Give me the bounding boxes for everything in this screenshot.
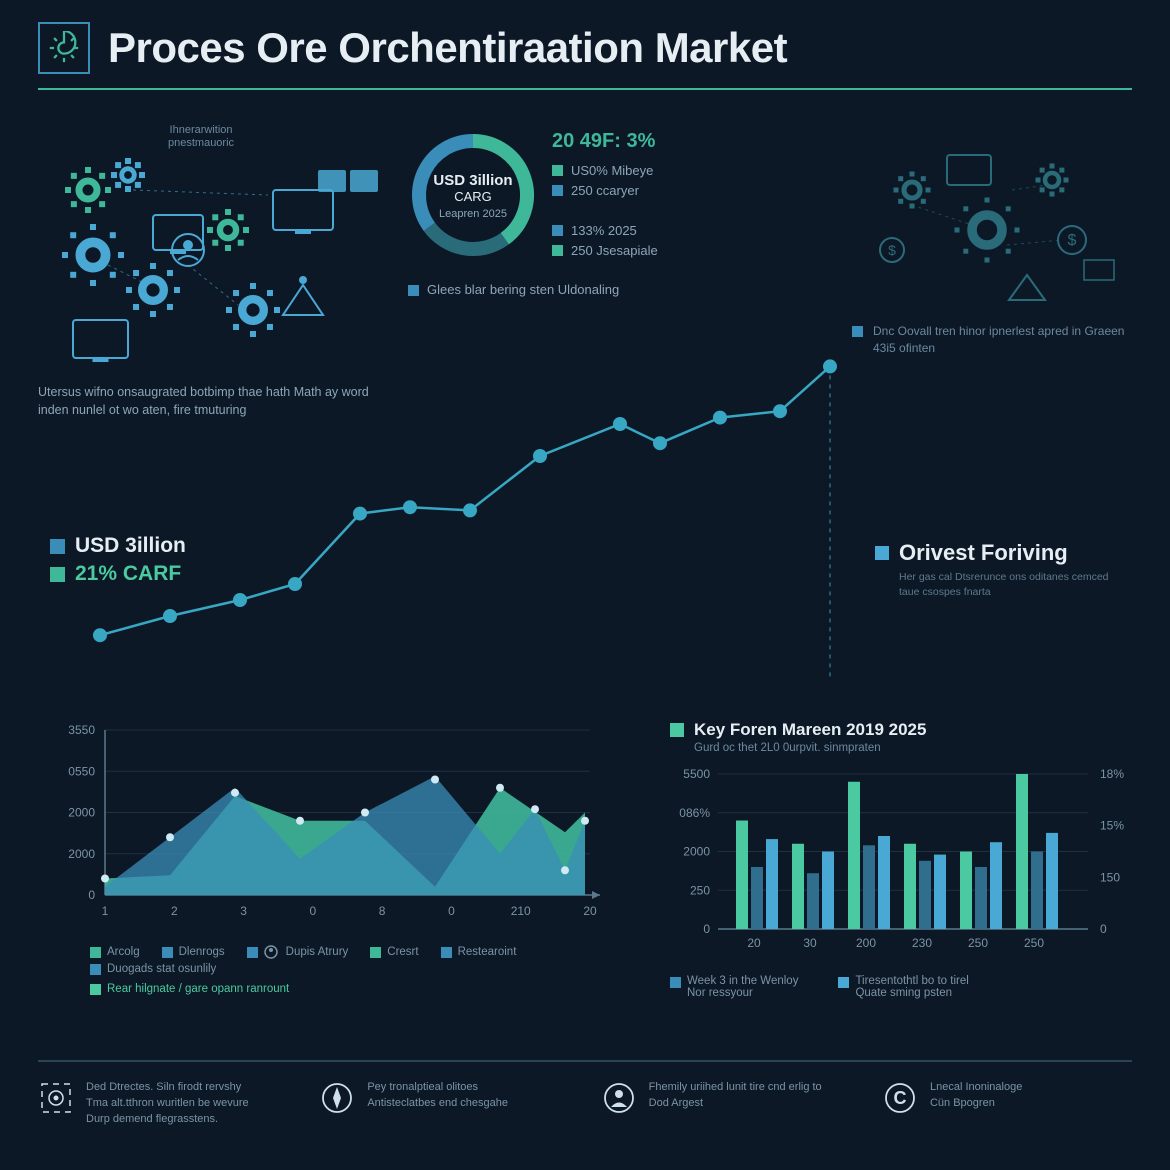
page-title: Proces Ore Orchentiraation Market <box>108 24 787 72</box>
svg-text:USD 3illion: USD 3illion <box>433 172 512 189</box>
svg-text:15%: 15% <box>1100 819 1124 833</box>
line-chart <box>80 340 860 700</box>
svg-text:0: 0 <box>310 904 317 918</box>
user-icon <box>601 1080 637 1116</box>
icon-cluster-right: $ $ Dnc Oovall tren hinor ipnerlest apred… <box>852 130 1132 380</box>
area-chart-block: 3550055020002000012308021020 ArcolgDlenr… <box>50 720 610 999</box>
svg-text:2000: 2000 <box>68 847 95 861</box>
header: Proces Ore Orchentiraation Market <box>38 22 1132 74</box>
orivest-block: Orivest Foriving Her gas cal Dtsrerunce … <box>875 540 1115 599</box>
c-icon: C <box>882 1080 918 1116</box>
bottom-row: 3550055020002000012308021020 ArcolgDlenr… <box>50 720 1130 999</box>
svg-text:0: 0 <box>1100 922 1107 936</box>
svg-text:30: 30 <box>803 936 817 950</box>
svg-text:250: 250 <box>690 883 710 897</box>
svg-text:0: 0 <box>448 904 455 918</box>
area-legend-item: Cresrt <box>370 945 418 959</box>
svg-text:18%: 18% <box>1100 767 1124 781</box>
bar-legend-item: Week 3 in the WenloyNor ressyour <box>670 975 798 999</box>
footer-item: Ded Dtrectes. Siln firodt rervshyTma alt… <box>38 1080 288 1128</box>
footer: Ded Dtrectes. Siln firodt rervshyTma alt… <box>38 1080 1132 1128</box>
svg-text:8: 8 <box>379 904 386 918</box>
donut-sub: Glees blar bering sten Uldonaling <box>408 281 698 299</box>
svg-text:1: 1 <box>102 904 109 918</box>
svg-text:3550: 3550 <box>68 723 95 737</box>
cluster-right-desc: Dnc Oovall tren hinor ipnerlest apred in… <box>852 323 1132 358</box>
svg-text:2000: 2000 <box>68 806 95 820</box>
svg-text:CARG: CARG <box>454 189 492 204</box>
svg-text:200: 200 <box>856 936 876 950</box>
svg-text:250: 250 <box>1024 936 1044 950</box>
svg-text:230: 230 <box>912 936 932 950</box>
svg-text:$: $ <box>1068 232 1077 249</box>
donut-stat: 250 ccaryer <box>552 183 658 198</box>
svg-text:2000: 2000 <box>683 845 710 859</box>
area-legend-item: Dlenrogs <box>162 945 225 959</box>
area-chart: 3550055020002000012308021020 <box>50 720 610 930</box>
cluster-left-label: Ihnerarwitionpnestmauoric <box>168 124 234 150</box>
donut-stat: 250 Jsesapiale <box>552 243 658 258</box>
svg-text:086%: 086% <box>679 806 710 820</box>
bar-legend-item: Tiresentothtl bo to tirelQuate sming pst… <box>838 975 968 999</box>
svg-text:20: 20 <box>747 936 761 950</box>
donut-stat: US0% Mibeye <box>552 163 658 178</box>
svg-text:210: 210 <box>511 904 531 918</box>
svg-text:Leapren 2025: Leapren 2025 <box>439 208 507 220</box>
logo-icon <box>38 22 90 74</box>
svg-text:0: 0 <box>88 888 95 902</box>
svg-text:2: 2 <box>171 904 178 918</box>
svg-text:C: C <box>893 1088 906 1108</box>
footer-divider <box>38 1060 1132 1062</box>
svg-text:5500: 5500 <box>683 767 710 781</box>
bar-chart-block: Key Foren Mareen 2019 2025 Gurd oc thet … <box>670 720 1140 999</box>
svg-text:250: 250 <box>968 936 988 950</box>
area-footer: Rear hilgnate / gare opann ranrount <box>90 983 610 995</box>
compass-icon <box>319 1080 355 1116</box>
bar-chart: 5500 086% 2000 250 0 18% 15% 150 0 20 30 200 230 250 2… <box>670 766 1140 956</box>
svg-text:3: 3 <box>240 904 247 918</box>
area-legend-item: Restearoint <box>441 945 517 959</box>
target-icon <box>38 1080 74 1116</box>
svg-text:$: $ <box>888 242 896 258</box>
footer-item: Pey tronalptieal olitoesAntisteclatbes e… <box>319 1080 569 1128</box>
donut-headline: 20 49F: 3% <box>552 130 658 153</box>
svg-text:0550: 0550 <box>68 764 95 778</box>
donut-stat: 133% 2025 <box>552 223 658 238</box>
bar-legend: Week 3 in the WenloyNor ressyour Tiresent… <box>670 975 1140 999</box>
area-legend-item: Duogads stat osunlily <box>90 963 216 975</box>
donut-chart: USD 3illionCARG Leapren 2025 <box>408 130 538 260</box>
header-divider <box>38 88 1132 90</box>
svg-text:150: 150 <box>1100 870 1120 884</box>
area-legend: Arcolg Dlenrogs Dupis Atrury Cresrt Restearo… <box>90 945 610 975</box>
svg-text:20: 20 <box>583 904 597 918</box>
area-legend-item: Arcolg <box>90 945 140 959</box>
footer-item: CLnecal InoninalogeCün Bpogren <box>882 1080 1132 1128</box>
svg-text:0: 0 <box>703 922 710 936</box>
footer-item: Fhemily uriihed lunit tire cnd erlig toD… <box>601 1080 851 1128</box>
area-legend-item: Dupis Atrury <box>247 945 349 959</box>
